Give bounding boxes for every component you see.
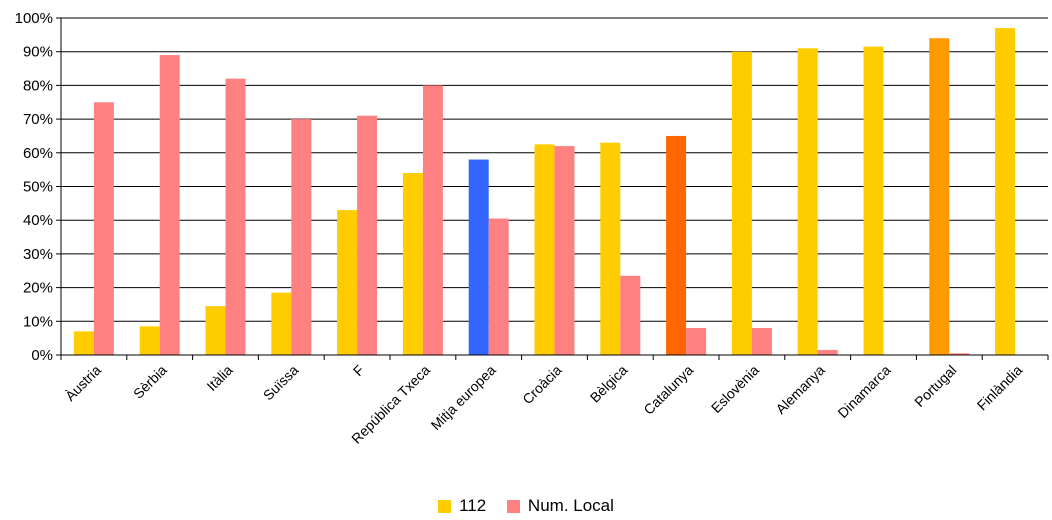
bar-112 [995,28,1016,356]
y-tick-label: 40% [23,212,53,229]
bar-112 [797,48,818,356]
x-tick-label: Àustria [62,362,104,404]
bar-112 [205,306,226,355]
bar-num-local [949,353,970,355]
bar-112 [468,159,489,355]
bar-num-local [620,275,641,355]
y-tick-label: 90% [23,44,53,61]
bar-num-local [554,146,575,355]
x-tick-label: Sèrbia [130,362,170,402]
x-tick-label: Itàlia [203,362,235,394]
legend-item-112: 112 [438,496,486,516]
y-tick-label: 70% [23,111,53,128]
legend-swatch-num-local [506,499,520,513]
legend-swatch-112 [438,499,452,513]
bar-112 [337,210,358,355]
bar-num-local [488,218,509,355]
legend: 112 Num. Local [0,496,1052,520]
x-tick-label: Bèlgica [587,362,631,406]
bar-112 [731,51,752,355]
bar-num-local [751,328,772,355]
y-tick-label: 20% [23,280,53,297]
bar-112 [534,144,555,355]
bar-112 [73,331,94,355]
y-tick-label: 100% [15,10,53,27]
bars [73,28,1016,356]
y-axis-tick-labels: 0% 10% 20% 30% 40% 50% 60% 70% 80% 90% 100% [15,10,53,364]
x-tick-label: Suïssa [260,362,302,404]
legend-label-112: 112 [459,496,487,515]
x-tick-label: Mitja europea [428,362,499,433]
bar-num-local [422,85,443,356]
legend-item-num-local: Num. Local [506,496,614,516]
bar-112 [863,46,884,356]
bar-112 [929,38,950,355]
x-tick-label: Catalunya [640,362,696,418]
bar-num-local [93,102,114,355]
bar-num-local [357,115,378,355]
x-tick-label: Finlàndia [974,362,1026,414]
y-tick-label: 80% [23,77,53,94]
x-tick-label: Eslovènia [708,362,762,416]
x-tick-label: Croàcia [519,362,565,408]
bar-112 [139,326,160,355]
x-tick-label: F [350,362,367,379]
bar-num-local [817,349,838,355]
y-tick-label: 60% [23,145,53,162]
bar-112 [600,142,621,355]
y-tick-label: 50% [23,179,53,196]
y-tick-label: 10% [23,313,53,330]
axes [60,18,1049,360]
y-tick-label: 30% [23,246,53,263]
y-tick-label: 0% [31,347,53,364]
bar-112 [666,135,687,355]
bar-112 [402,173,423,355]
x-tick-label: Alemanya [772,362,827,417]
x-tick-label: Dinamarca [834,362,893,421]
bar-num-local [225,78,246,355]
bar-num-local [686,328,707,355]
bar-112 [271,292,292,355]
legend-label-num-local: Num. Local [527,496,614,515]
x-tick-label: Portugal [911,362,959,410]
bar-num-local [291,119,312,355]
bar-num-local [159,55,180,355]
